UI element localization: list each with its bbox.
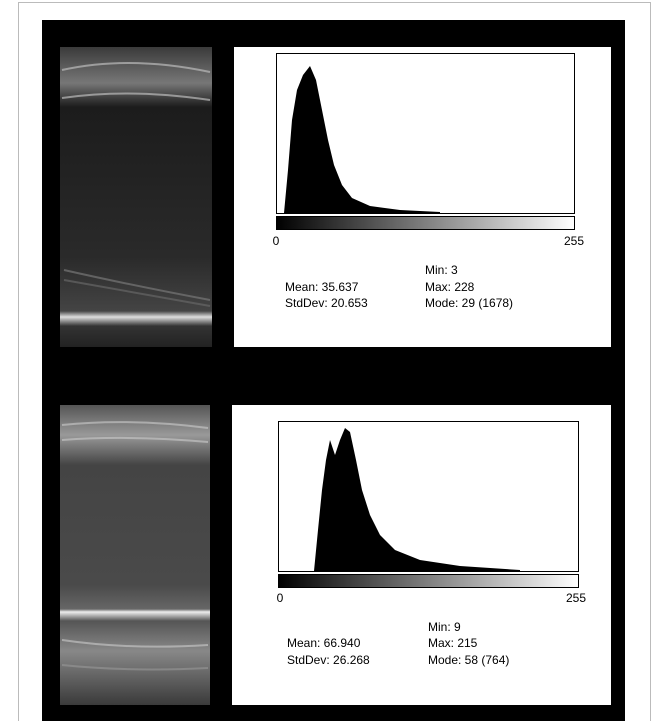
axis-min: 0 bbox=[273, 234, 280, 248]
stat-min: Min: 3 bbox=[425, 263, 458, 277]
stat-mean: Mean: 66.940 bbox=[287, 636, 361, 650]
histogram bbox=[314, 428, 520, 571]
stat-max: Max: 228 bbox=[425, 280, 475, 294]
stat-stddev: StdDev: 26.268 bbox=[287, 653, 370, 667]
axis-max: 255 bbox=[566, 591, 586, 605]
stat-stddev: StdDev: 20.653 bbox=[285, 296, 368, 310]
ultrasound-image bbox=[60, 405, 210, 705]
stat-mode: Mode: 29 (1678) bbox=[425, 296, 513, 310]
stat-mean: Mean: 35.637 bbox=[285, 280, 359, 294]
axis-min: 0 bbox=[277, 591, 284, 605]
axis-max: 255 bbox=[564, 234, 584, 248]
lut-bar bbox=[278, 574, 579, 588]
histogram bbox=[284, 66, 440, 213]
stat-max: Max: 215 bbox=[428, 636, 478, 650]
image-texture bbox=[61, 61, 211, 307]
lut-bar bbox=[276, 216, 575, 230]
image-texture bbox=[61, 421, 209, 671]
stat-mode: Mode: 58 (764) bbox=[428, 653, 509, 667]
stat-min: Min: 9 bbox=[428, 620, 461, 634]
